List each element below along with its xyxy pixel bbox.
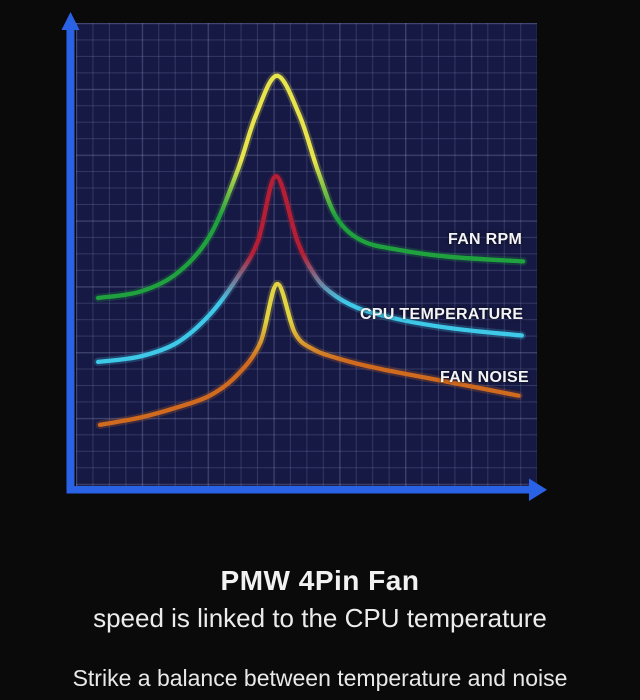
cpu-temperature-label: CPU TEMPERATURE (360, 306, 524, 323)
curves-svg (61, 12, 547, 501)
caption-subtitle: speed is linked to the CPU temperature (93, 602, 547, 633)
caption-footnote: Strike a balance between temperature and… (72, 664, 568, 691)
curve-fan-rpm (95, 73, 526, 301)
y-axis-line (66, 26, 75, 494)
fan-curve-chart: FAN RPM CPU TEMPERATURE FAN NOISE (61, 12, 547, 501)
curve-cpu-temperature (95, 174, 524, 365)
caption-title: PMW 4Pin Fan (220, 565, 420, 596)
curve-group (93, 71, 528, 430)
y-axis-arrow-icon (61, 12, 80, 30)
fan-rpm-label: FAN RPM (448, 231, 523, 248)
fan-noise-label: FAN NOISE (440, 369, 529, 386)
x-axis-arrow-icon (529, 478, 547, 501)
caption-block: PMW 4Pin Fan speed is linked to the CPU … (0, 565, 640, 693)
curve-fan-noise (97, 281, 521, 428)
x-axis-line (66, 486, 531, 494)
